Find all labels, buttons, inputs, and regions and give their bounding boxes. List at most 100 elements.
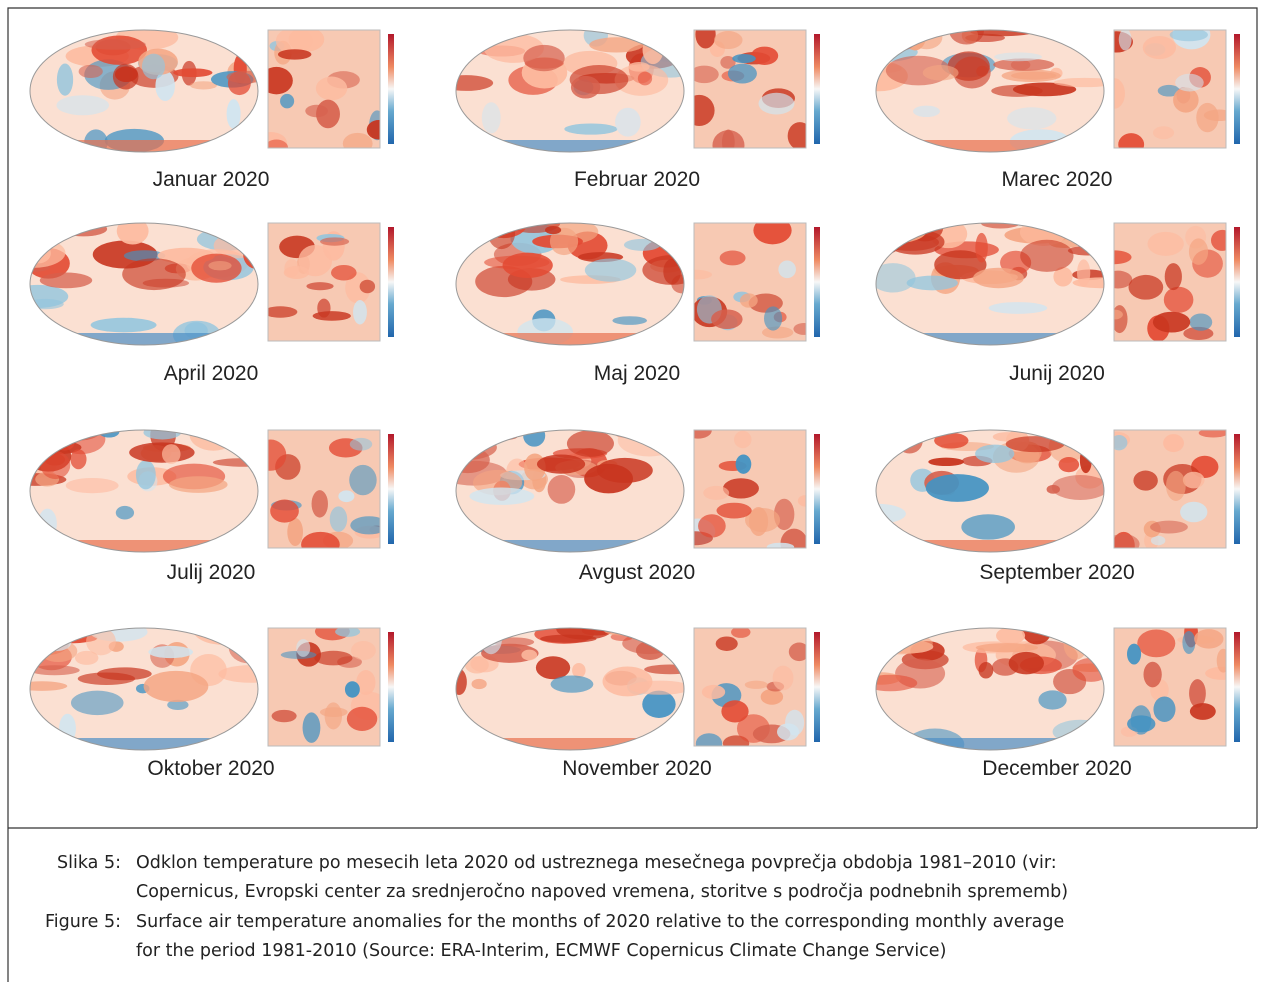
anomaly — [695, 30, 716, 49]
anomaly — [1150, 535, 1166, 546]
anomaly — [622, 632, 675, 655]
anomaly — [1166, 470, 1186, 501]
world-map — [876, 430, 1104, 552]
polar-band — [456, 333, 684, 345]
anomaly — [978, 662, 994, 679]
anomaly — [338, 490, 355, 503]
europe-map — [1114, 223, 1226, 341]
anomaly — [876, 432, 916, 445]
map-outline — [1113, 29, 1227, 149]
anomaly — [797, 495, 806, 507]
anomaly — [1143, 661, 1162, 688]
anomaly — [615, 107, 641, 137]
map-outline — [29, 429, 259, 553]
anomaly — [305, 104, 328, 118]
anomaly — [604, 628, 643, 636]
colorbar — [388, 227, 394, 337]
anomaly — [934, 432, 969, 449]
anomaly — [975, 232, 988, 263]
anomaly — [629, 680, 684, 695]
anomaly — [1163, 286, 1194, 313]
anomaly — [481, 102, 501, 134]
map-outline — [693, 222, 807, 342]
anomaly — [876, 430, 907, 451]
anomaly — [758, 92, 795, 115]
anomaly — [735, 454, 752, 474]
anomaly — [1005, 436, 1065, 453]
anomaly — [312, 311, 351, 321]
anomaly — [129, 442, 195, 463]
anomaly — [167, 699, 189, 711]
anomaly — [1012, 82, 1077, 97]
anomaly — [148, 645, 194, 659]
anomaly — [1152, 311, 1191, 333]
anomaly — [701, 684, 726, 700]
anomaly — [1008, 651, 1044, 675]
anomaly — [270, 499, 299, 523]
map-outline — [455, 222, 685, 346]
anomaly — [329, 506, 348, 532]
colorbar — [388, 632, 394, 742]
anomaly — [988, 302, 1048, 314]
anomaly — [141, 53, 166, 80]
anomaly — [612, 316, 647, 325]
colorbar — [1234, 34, 1240, 144]
anomaly — [739, 293, 758, 308]
anomaly — [59, 713, 76, 744]
polar-band — [30, 540, 258, 552]
anomaly — [345, 272, 371, 304]
anomaly — [1211, 229, 1226, 251]
anomaly — [469, 30, 503, 35]
world-map — [456, 30, 684, 152]
map-outline — [875, 29, 1105, 153]
anomaly — [1137, 629, 1176, 658]
anomaly — [1147, 231, 1184, 256]
anomaly — [714, 31, 743, 50]
map-outline — [455, 627, 685, 751]
anomaly — [712, 130, 745, 148]
europe-map — [268, 628, 380, 746]
anomaly — [208, 260, 232, 271]
anomaly — [521, 649, 538, 661]
anomaly — [535, 656, 571, 680]
map-outline — [1113, 429, 1227, 549]
anomaly — [74, 650, 99, 665]
map-outline — [693, 429, 807, 549]
colorbar — [1234, 434, 1240, 544]
anomaly — [975, 444, 1015, 464]
anomaly — [359, 279, 376, 294]
anomaly — [970, 30, 1034, 37]
anomaly — [315, 76, 348, 101]
anomaly — [1046, 484, 1060, 494]
anomaly — [550, 675, 594, 693]
anomaly — [1182, 471, 1205, 489]
anomaly — [115, 505, 135, 520]
anomaly — [456, 668, 467, 696]
anomaly — [1114, 78, 1125, 109]
anomaly — [928, 457, 964, 467]
anomaly — [780, 528, 806, 548]
frame — [7, 7, 1258, 982]
anomaly — [351, 640, 376, 661]
anomaly — [644, 664, 684, 675]
anomaly — [356, 669, 376, 695]
anomaly — [1196, 102, 1219, 133]
anomaly — [78, 64, 103, 78]
colorbar — [388, 34, 394, 144]
anomaly — [876, 33, 915, 53]
anomaly — [70, 690, 124, 716]
anomaly — [694, 94, 715, 127]
anomaly — [564, 123, 618, 135]
anomaly — [30, 237, 66, 268]
anomaly — [760, 688, 784, 705]
anomaly — [1198, 430, 1226, 438]
anomaly — [1152, 126, 1175, 140]
anomaly — [1051, 475, 1104, 500]
anomaly — [143, 430, 182, 440]
anomaly — [1067, 245, 1104, 256]
anomaly — [287, 517, 304, 547]
anomaly — [642, 255, 684, 285]
anomaly — [694, 430, 712, 439]
panel-label: Oktober 2020 — [147, 757, 274, 780]
anomaly — [749, 506, 769, 536]
